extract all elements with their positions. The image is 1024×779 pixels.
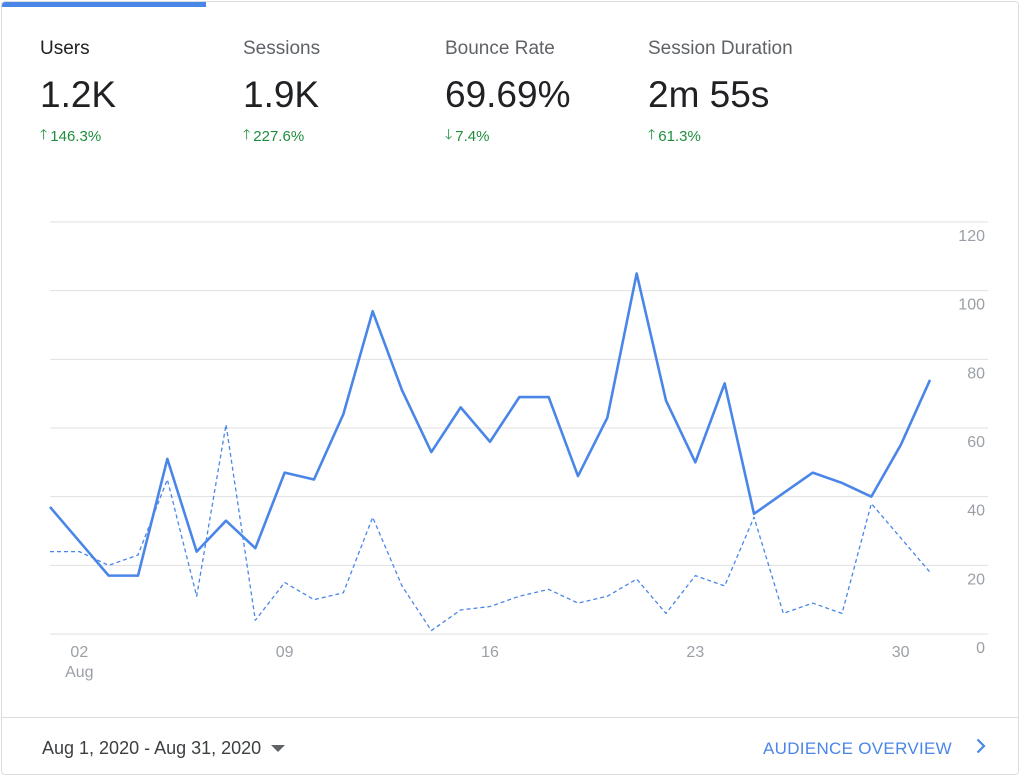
metric-change-value: 61.3% [658, 127, 701, 145]
metric-change: 🡑 227.6% [243, 124, 433, 148]
audience-overview-link[interactable]: AUDIENCE OVERVIEW [763, 738, 986, 759]
arrow-up-icon: 🡑 [648, 126, 656, 142]
metric-change-value: 146.3% [50, 127, 102, 145]
card-footer: Aug 1, 2020 - Aug 31, 2020 AUDIENCE OVER… [2, 717, 1018, 774]
y-axis: 0 20 40 60 80 100 120 [958, 228, 985, 657]
metric-tab-bounce-rate[interactable]: Bounce Rate 69.69% 🡓 7.4% [445, 38, 635, 148]
x-tick-label: 02 [70, 644, 88, 661]
y-tick-label: 40 [967, 503, 985, 520]
y-tick-label: 120 [958, 228, 985, 245]
x-tick-label: 09 [276, 644, 294, 661]
metric-change: 🡓 7.4% [445, 124, 635, 148]
x-tick-label: 16 [481, 644, 499, 661]
y-tick-label: 80 [967, 365, 985, 382]
line-chart: 0 20 40 60 80 100 120 02 Aug 09 16 23 30 [49, 221, 988, 681]
metric-change-value: 7.4% [455, 127, 490, 145]
metric-value: 69.69% [445, 74, 571, 115]
caret-down-icon [271, 745, 286, 752]
metric-value: 2m 55s [648, 74, 770, 115]
y-tick-label: 0 [976, 640, 985, 657]
arrow-up-icon: 🡑 [40, 126, 48, 142]
chart-series [49, 272, 932, 632]
metric-change-value: 227.6% [253, 127, 305, 145]
arrow-up-icon: 🡑 [243, 126, 251, 142]
y-tick-label: 100 [958, 297, 985, 314]
metric-label: Session Duration [648, 38, 793, 59]
date-range-selector[interactable]: Aug 1, 2020 - Aug 31, 2020 [42, 738, 286, 759]
metric-value: 1.2K [40, 74, 117, 115]
metric-tab-users[interactable]: Users 1.2K 🡑 146.3% [40, 38, 230, 148]
active-tab-indicator [2, 2, 206, 7]
metric-tab-session-duration[interactable]: Session Duration 2m 55s 🡑 61.3% [648, 38, 868, 148]
x-tick-label: 30 [892, 644, 910, 661]
series-line-users [49, 272, 932, 577]
y-tick-label: 60 [967, 434, 985, 451]
metric-tab-sessions[interactable]: Sessions 1.9K 🡑 227.6% [243, 38, 433, 148]
metric-label: Bounce Rate [445, 38, 555, 59]
arrow-down-icon: 🡓 [445, 126, 453, 142]
chart-grid [50, 221, 988, 635]
date-range-label: Aug 1, 2020 - Aug 31, 2020 [42, 738, 262, 758]
chevron-right-icon [976, 738, 986, 759]
metric-change: 🡑 146.3% [40, 124, 230, 148]
x-axis: 02 Aug 09 16 23 30 [65, 644, 910, 681]
y-tick-label: 20 [967, 571, 985, 588]
metric-label: Users [40, 38, 90, 59]
audience-overview-label: AUDIENCE OVERVIEW [763, 738, 952, 758]
x-tick-sublabel: Aug [65, 664, 93, 681]
metric-value: 1.9K [243, 74, 320, 115]
metric-change: 🡑 61.3% [648, 124, 868, 148]
x-tick-label: 23 [686, 644, 704, 661]
metric-label: Sessions [243, 38, 321, 59]
series-line-previous-period [50, 423, 931, 632]
